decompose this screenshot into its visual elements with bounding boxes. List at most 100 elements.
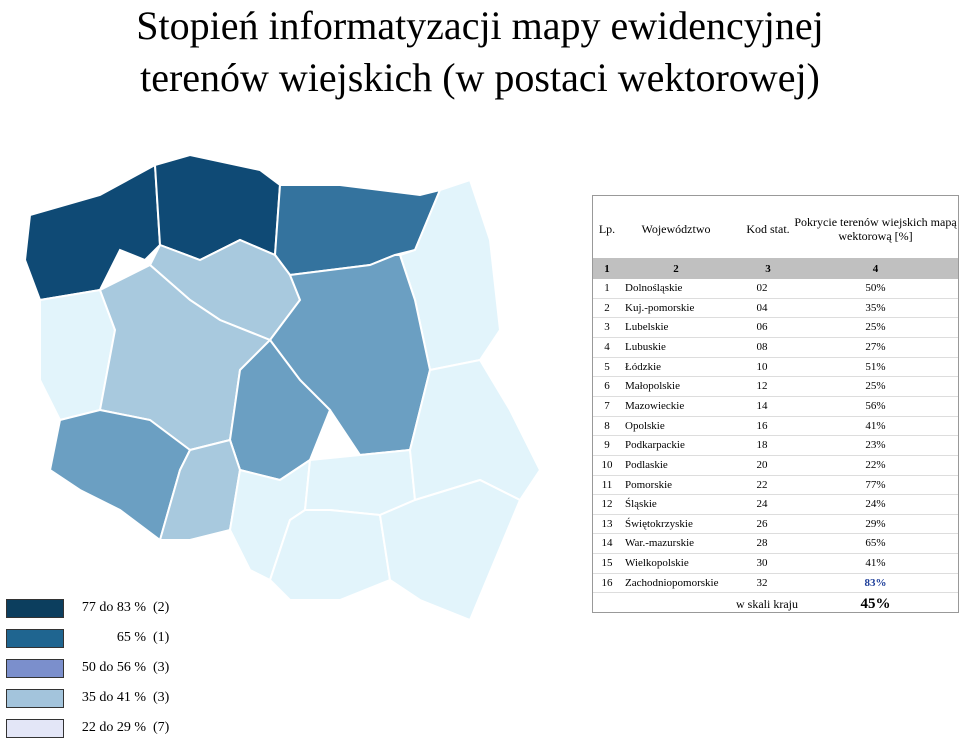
table-cell: 25% xyxy=(865,321,886,334)
map xyxy=(23,153,542,622)
footer-label: w skali kraju xyxy=(736,597,798,612)
legend-swatch xyxy=(6,599,64,618)
table-cell: 65% xyxy=(865,537,886,550)
table-cell: 08 xyxy=(756,340,768,353)
column-number: 4 xyxy=(872,263,879,275)
row-divider xyxy=(593,474,958,476)
table-cell: Zachodniopomorskie xyxy=(625,576,719,589)
region-opolskie xyxy=(158,438,242,541)
row-divider xyxy=(593,317,958,319)
header-cell: Kod stat. xyxy=(746,222,790,236)
row-divider xyxy=(593,553,958,555)
table-cell: War.-mazurskie xyxy=(625,537,695,550)
table-cell: 3 xyxy=(604,321,610,334)
row-divider xyxy=(593,376,958,378)
table-cell: 02 xyxy=(756,282,768,294)
column-number: 3 xyxy=(765,263,771,275)
column-number: 2 xyxy=(673,263,679,275)
header-cell: Lp. xyxy=(598,222,616,236)
table-cell: 26 xyxy=(756,517,768,530)
table-cell: 6 xyxy=(604,380,610,393)
region-podkarpackie xyxy=(378,478,522,622)
table-cell: 10 xyxy=(756,360,768,373)
table-cell: 27% xyxy=(865,340,886,353)
table-cell: Mazowieckie xyxy=(625,399,685,412)
table-cell: 2 xyxy=(604,301,610,314)
table-cell: 51% xyxy=(865,360,886,373)
table-cell: 04 xyxy=(756,301,768,314)
table-cell: 14 xyxy=(756,399,768,412)
legend-count: (7) xyxy=(153,720,170,735)
table-cell: 16 xyxy=(601,576,613,589)
table-cell: 1 xyxy=(604,282,610,294)
header-cell: Pokrycie terenów wiejskich mapą wektorow… xyxy=(794,215,957,243)
table-cell: 23% xyxy=(865,439,886,452)
table-cell: Opolskie xyxy=(625,419,665,432)
table-cell: Świętokrzyskie xyxy=(625,517,693,530)
table-cell: 50% xyxy=(865,282,886,294)
legend-swatch xyxy=(6,689,64,708)
table-cell: 22% xyxy=(865,458,886,471)
legend-label: 22 do 29 % xyxy=(81,720,146,735)
region-swietokrzyskie xyxy=(303,448,417,517)
table-cell: 16 xyxy=(756,419,768,432)
row-divider xyxy=(593,395,958,397)
legend-swatch xyxy=(6,659,64,678)
table-cell: 83% xyxy=(864,576,887,589)
row-divider xyxy=(593,592,958,594)
table-cell: Lubelskie xyxy=(625,321,669,334)
table-cell: 77% xyxy=(865,478,886,491)
table-cell: 29% xyxy=(865,517,886,530)
legend-label: 65 % xyxy=(116,630,146,645)
row-divider xyxy=(593,356,958,358)
table-cell: 24 xyxy=(756,498,768,511)
table-cell: 32 xyxy=(756,576,768,589)
table-cell: Pomorskie xyxy=(625,478,673,491)
table-cell: 7 xyxy=(604,399,610,412)
table-cell: 20 xyxy=(756,458,768,471)
table-cell: 56% xyxy=(865,399,886,412)
region-zachodniopomorskie xyxy=(23,163,162,302)
table-cell: 10 xyxy=(601,458,613,471)
row-divider xyxy=(593,435,958,437)
footer-value: 45% xyxy=(860,596,891,613)
table-cell: 5 xyxy=(604,360,610,373)
table-cell: 12 xyxy=(601,498,613,511)
table-cell: 25% xyxy=(865,380,886,393)
legend-count: (3) xyxy=(153,690,170,705)
table-cell: Wielkopolskie xyxy=(625,557,689,570)
table-cell: 13 xyxy=(601,517,613,530)
table-cell: 30 xyxy=(756,557,768,570)
table-cell: 9 xyxy=(604,439,610,452)
row-divider xyxy=(593,454,958,456)
column-number: 1 xyxy=(604,263,610,275)
table-cell: 12 xyxy=(756,380,768,393)
table-cell: 15 xyxy=(601,557,613,570)
table-cell: Podlaskie xyxy=(625,458,668,471)
legend-label: 77 do 83 % xyxy=(81,600,146,615)
table-cell: Dolnośląskie xyxy=(625,282,683,294)
table-cell: Śląskie xyxy=(625,498,657,511)
title-line: terenów wiejskich (w postaci wektorowej) xyxy=(140,55,820,100)
legend-swatch xyxy=(6,629,64,648)
table-cell: 8 xyxy=(604,419,610,432)
table-cell: 4 xyxy=(604,340,610,353)
table-cell: 22 xyxy=(756,478,768,491)
row-divider xyxy=(593,297,958,299)
table-cell: 11 xyxy=(601,478,613,491)
table-cell: Podkarpackie xyxy=(625,439,685,452)
row-divider xyxy=(593,336,958,338)
table-cell: Łódzkie xyxy=(625,360,662,373)
region-malopolskie xyxy=(268,509,392,601)
title-line: Stopień informatyzacji mapy ewidencyjnej xyxy=(136,3,824,48)
row-divider xyxy=(593,533,958,535)
table-cell: Małopolskie xyxy=(625,380,680,393)
legend-label: 50 do 56 % xyxy=(81,660,146,675)
header-divider xyxy=(593,258,958,279)
row-divider xyxy=(593,513,958,515)
row-divider xyxy=(593,415,958,417)
table-cell: Lubuskie xyxy=(625,340,666,353)
table-cell: 28 xyxy=(756,537,768,550)
legend-swatch xyxy=(6,719,64,738)
